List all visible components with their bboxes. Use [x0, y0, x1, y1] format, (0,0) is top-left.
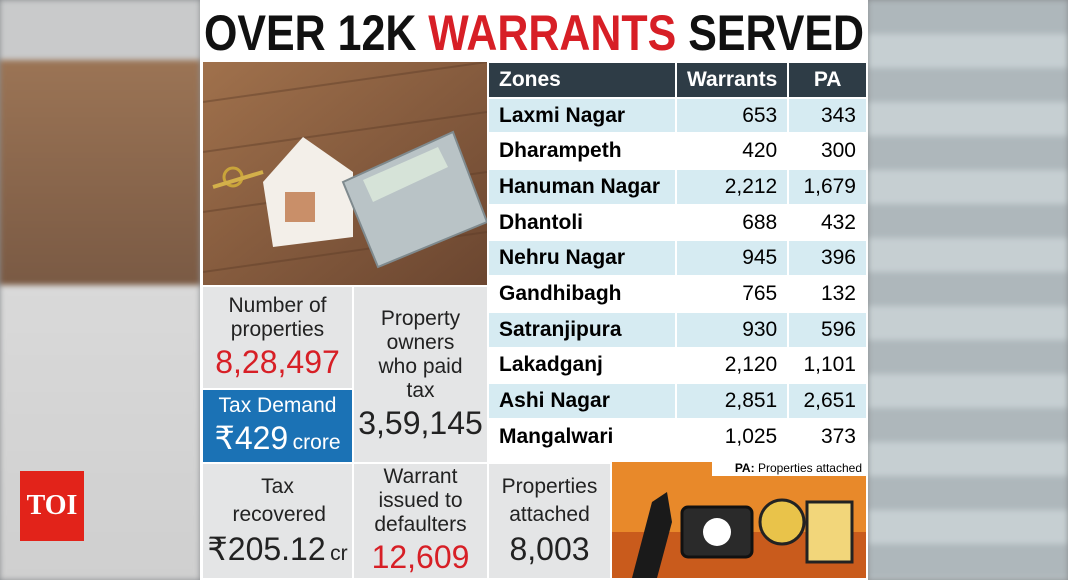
- stat-box: Warrant issued to defaulters 12,609: [354, 464, 487, 578]
- cell: 132: [787, 275, 868, 313]
- cell: 1,101: [787, 346, 868, 385]
- photo: [203, 62, 487, 285]
- note-abbr: PA:: [735, 462, 755, 475]
- title-part: OVER 12K: [204, 5, 416, 60]
- stat-value: 3,59,145: [358, 404, 483, 441]
- cell: 373: [787, 417, 868, 456]
- stat-box: Property owners who paid tax 3,59,145: [354, 287, 487, 462]
- cell: Hanuman Nagar: [487, 168, 677, 206]
- row: Dharampeth 420 300: [487, 132, 868, 171]
- cell: 2,212: [674, 168, 790, 206]
- cell: 2,120: [674, 346, 790, 385]
- stat-box: Tax recovered ₹205.12 cr: [203, 464, 352, 578]
- row: Ashi Nagar 2,851 2,651: [487, 382, 868, 420]
- cell: Nehru Nagar: [487, 239, 677, 278]
- stat-label: Warrant issued to defaulters: [374, 465, 467, 536]
- logo: TOI: [20, 471, 84, 541]
- header-cell: Zones: [487, 61, 677, 99]
- blurred-bg-right: [868, 0, 1068, 580]
- cell: 688: [674, 203, 790, 242]
- row: Mangalwari 1,025 373: [487, 417, 868, 456]
- cell: Laxmi Nagar: [487, 96, 677, 135]
- title-part: SERVED: [688, 5, 864, 60]
- zone-table: Zones Warrants PA Laxmi Nagar 653 343 Dharampe…: [487, 61, 868, 456]
- cell: 945: [674, 239, 790, 278]
- cell: 300: [787, 132, 868, 171]
- note: PA: Properties attached: [735, 462, 862, 475]
- row: Lakadganj 2,120 1,101: [487, 346, 868, 385]
- cell: 1,025: [674, 417, 790, 456]
- stat-label: Number of properties: [228, 293, 327, 341]
- note-text: Properties attached: [758, 462, 862, 475]
- stat-value: ₹205.12: [207, 531, 326, 567]
- stat-label: Property owners who paid tax: [378, 306, 463, 402]
- cell: 2,651: [787, 382, 868, 420]
- stat-label: Tax recovered: [232, 475, 326, 526]
- stat-unit: cr: [330, 542, 348, 565]
- row: Nehru Nagar 945 396: [487, 239, 868, 278]
- cell: Ashi Nagar: [487, 382, 677, 420]
- header-cell: Warrants: [674, 61, 790, 99]
- cell: 2,851: [674, 382, 790, 420]
- cell: 653: [674, 96, 790, 135]
- cell: Satranjipura: [487, 310, 677, 349]
- row: Dhantoli 688 432: [487, 203, 868, 242]
- title-part: WARRANTS: [428, 5, 676, 60]
- cell: 1,679: [787, 168, 868, 206]
- title: OVER 12K WARRANTS SERVED: [204, 5, 864, 60]
- stat-value: 8,003: [509, 531, 590, 567]
- stat-value: 12,609: [371, 539, 470, 575]
- cell: 765: [674, 275, 790, 313]
- illustration: PA: Properties attached: [612, 462, 866, 578]
- stat-box: Tax Demand ₹429 crore: [203, 390, 352, 462]
- row: Satranjipura 930 596: [487, 310, 868, 349]
- cell: Dhantoli: [487, 203, 677, 242]
- row: Gandhibagh 765 132: [487, 275, 868, 313]
- cell: 420: [674, 132, 790, 171]
- cell: Gandhibagh: [487, 275, 677, 313]
- title-text: OVER 12K WARRANTS SERVED: [204, 5, 864, 60]
- header-cell: PA: [787, 61, 868, 99]
- header-row: Zones Warrants PA: [487, 61, 868, 99]
- stat-label: Tax Demand: [218, 394, 337, 417]
- cell: Mangalwari: [487, 417, 677, 456]
- row: Laxmi Nagar 653 343: [487, 96, 868, 135]
- cell: Lakadganj: [487, 346, 677, 385]
- cell: 432: [787, 203, 868, 242]
- cell: 396: [787, 239, 868, 278]
- cell: 930: [674, 310, 790, 349]
- table: Zones Warrants PA Laxmi Nagar 653 343 Dharampe…: [487, 61, 868, 456]
- row: Hanuman Nagar 2,212 1,679: [487, 168, 868, 206]
- cell: 343: [787, 96, 868, 135]
- cell: Dharampeth: [487, 132, 677, 171]
- stat-label: Properties attached: [501, 475, 598, 526]
- stat-unit: crore: [292, 431, 341, 454]
- stat-value: 8,28,497: [215, 343, 340, 380]
- stat-box: Number of properties 8,28,497: [203, 287, 352, 388]
- stat-box: Properties attached 8,003: [489, 464, 610, 578]
- cell: 596: [787, 310, 868, 349]
- stat-value: ₹429: [214, 420, 289, 456]
